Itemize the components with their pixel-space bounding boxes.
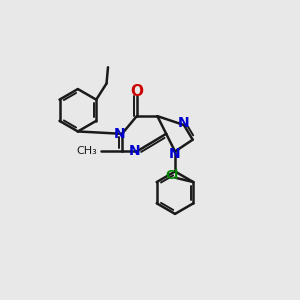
Text: N: N: [129, 145, 140, 158]
Text: CH₃: CH₃: [76, 146, 97, 157]
Text: O: O: [130, 85, 143, 100]
Text: N: N: [178, 116, 190, 130]
Text: Cl: Cl: [165, 169, 178, 182]
Text: N: N: [114, 127, 125, 141]
Text: N: N: [169, 147, 181, 161]
